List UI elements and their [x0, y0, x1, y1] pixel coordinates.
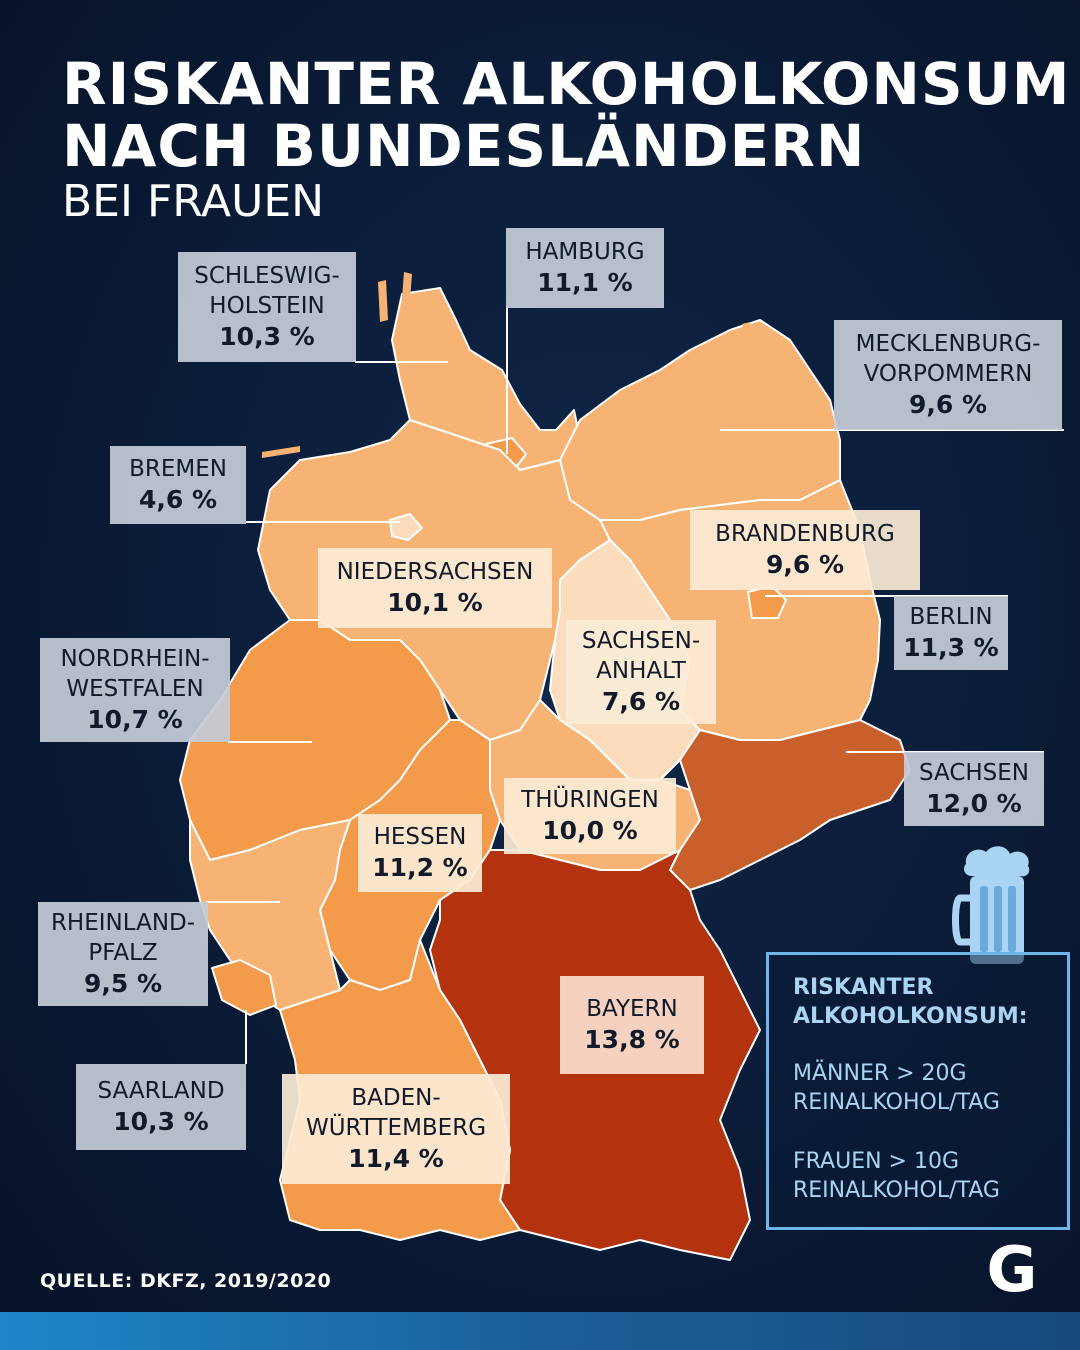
- label-berlin: BERLIN 11,3 %: [894, 596, 1008, 670]
- region-saarland: [211, 959, 277, 1016]
- label-value: 10,1 %: [387, 588, 483, 617]
- label-value: 10,0 %: [542, 816, 638, 845]
- label-mecklenburg-vorpommern: MECKLENBURG- VORPOMMERN 9,6 %: [834, 320, 1062, 430]
- label-name: RHEINLAND- PFALZ: [50, 910, 196, 966]
- title-line-2: NACH BUNDESLÄNDERN: [62, 112, 866, 180]
- bottom-bar: [0, 1312, 1080, 1350]
- label-name: NORDRHEIN- WESTFALEN: [60, 646, 210, 702]
- subtitle: BEI FRAUEN: [62, 176, 325, 227]
- label-name: NIEDERSACHSEN: [336, 559, 534, 585]
- label-name: HAMBURG: [525, 239, 645, 265]
- label-value: 9,6 %: [908, 390, 988, 419]
- label-name: SCHLESWIG- HOLSTEIN: [194, 263, 340, 319]
- label-sachsen: SACHSEN 12,0 %: [904, 752, 1044, 826]
- label-saarland: SAARLAND 10,3 %: [76, 1064, 246, 1150]
- label-niedersachsen: NIEDERSACHSEN 10,1 %: [318, 548, 552, 628]
- legend-men: MÄNNER > 20G REINALKOHOL/TAG: [793, 1061, 1000, 1115]
- label-name: MECKLENBURG- VORPOMMERN: [855, 331, 1041, 387]
- label-hamburg: HAMBURG 11,1 %: [506, 228, 664, 308]
- label-rheinland-pfalz: RHEINLAND- PFALZ 9,5 %: [38, 902, 208, 1006]
- label-value: 13,8 %: [584, 1025, 680, 1054]
- label-name: THÜRINGEN: [521, 787, 659, 813]
- region-sachsen: [669, 719, 911, 891]
- beer-mug-icon: [952, 846, 1030, 964]
- brand-logo: G: [986, 1233, 1038, 1306]
- label-name: BERLIN: [909, 604, 993, 630]
- label-bayern: BAYERN 13,8 %: [560, 976, 704, 1074]
- label-value: 4,6 %: [138, 485, 218, 514]
- label-value: 9,6 %: [765, 550, 845, 579]
- legend-box: RISKANTER ALKOHOLKONSUM: MÄNNER > 20G RE…: [766, 952, 1070, 1230]
- region-mecklenburg-vorpommern: [559, 319, 841, 521]
- label-value: 11,1 %: [537, 268, 633, 297]
- label-thueringen: THÜRINGEN 10,0 %: [504, 778, 676, 854]
- label-name: BAYERN: [586, 996, 678, 1022]
- label-name: BRANDENBURG: [715, 521, 895, 547]
- region-islands: [262, 272, 754, 458]
- label-name: BADEN- WÜRTTEMBERG: [305, 1085, 487, 1141]
- label-name: SACHSEN- ANHALT: [581, 628, 701, 684]
- title-line-1: RISKANTER ALKOHOLKONSUM: [62, 50, 1071, 118]
- label-name: HESSEN: [373, 824, 467, 850]
- label-baden-wuerttemberg: BADEN- WÜRTTEMBERG 11,4 %: [282, 1074, 510, 1184]
- label-value: 11,2 %: [372, 853, 468, 882]
- region-rheinland-pfalz: [189, 819, 351, 1011]
- label-value: 9,5 %: [83, 969, 163, 998]
- label-value: 12,0 %: [926, 789, 1022, 818]
- label-brandenburg: BRANDENBURG 9,6 %: [690, 510, 920, 590]
- label-bremen: BREMEN 4,6 %: [110, 446, 246, 524]
- legend-title: RISKANTER ALKOHOLKONSUM:: [793, 975, 1028, 1029]
- label-nordrhein-westfalen: NORDRHEIN- WESTFALEN 10,7 %: [40, 638, 230, 742]
- label-name: BREMEN: [129, 456, 227, 482]
- label-value: 11,3 %: [903, 633, 999, 662]
- source-note: QUELLE: DKFZ, 2019/2020: [40, 1270, 332, 1292]
- label-value: 10,3 %: [219, 322, 315, 351]
- label-hessen: HESSEN 11,2 %: [358, 814, 482, 892]
- label-name: SAARLAND: [97, 1078, 225, 1104]
- label-value: 7,6 %: [601, 687, 681, 716]
- label-value: 10,3 %: [113, 1107, 209, 1136]
- label-schleswig-holstein: SCHLESWIG- HOLSTEIN 10,3 %: [178, 252, 356, 362]
- label-sachsen-anhalt: SACHSEN- ANHALT 7,6 %: [566, 620, 716, 724]
- legend-women: FRAUEN > 10G REINALKOHOL/TAG: [793, 1149, 1000, 1203]
- label-value: 10,7 %: [87, 705, 183, 734]
- label-name: SACHSEN: [918, 760, 1030, 786]
- region-bremen: [389, 513, 423, 541]
- label-value: 11,4 %: [348, 1144, 444, 1173]
